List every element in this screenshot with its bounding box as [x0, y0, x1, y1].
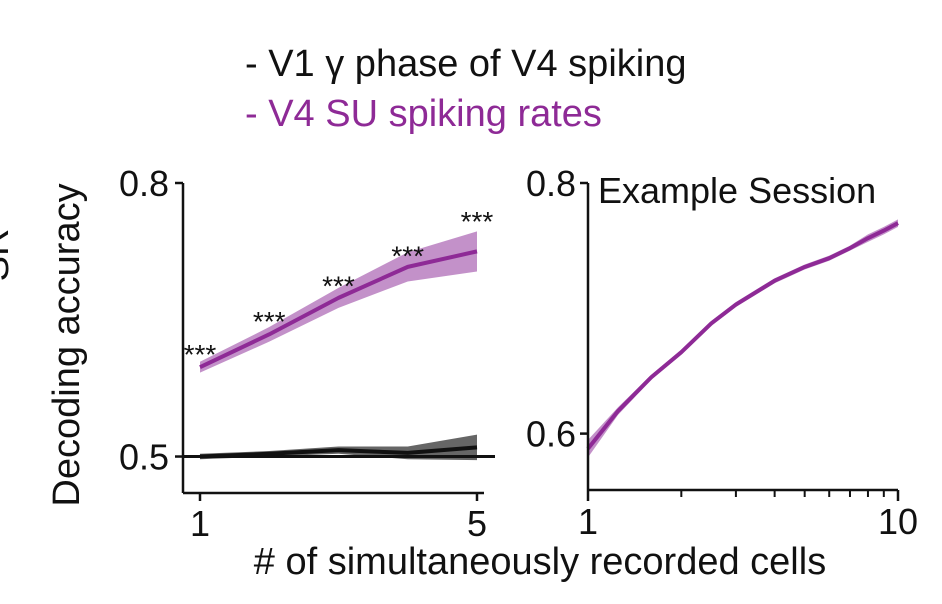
- y-tick-label: 0.5: [119, 437, 169, 478]
- x-tick-label: 1: [190, 503, 210, 544]
- significance-marker: ***: [322, 271, 355, 302]
- significance-marker: ***: [253, 306, 286, 337]
- legend-entry-v4-su-rates: - V4 SU spiking rates: [245, 93, 602, 135]
- x-axis-label: # of simultaneously recorded cells: [254, 541, 826, 583]
- x-tick-label: 10: [878, 501, 918, 542]
- error-band-v4-su-rates: [588, 219, 898, 458]
- significance-marker: ***: [391, 240, 424, 271]
- legend-entry-v1-gamma-phase: - V1 γ phase of V4 spiking: [245, 43, 686, 85]
- side-label: SR: [0, 229, 17, 282]
- x-tick-label: 5: [467, 503, 487, 544]
- right-panel-title: Example Session: [598, 170, 876, 211]
- left-panel: *** *** *** *** *** 0.5 0.8 1 5: [119, 163, 495, 544]
- y-tick-label: 0.8: [526, 163, 576, 204]
- y-tick-label: 0.6: [526, 414, 576, 455]
- y-axis-label: Decoding accuracy: [46, 183, 88, 506]
- significance-marker: ***: [461, 206, 494, 237]
- right-panel: Example Session 0.6 0.8 1 10: [526, 163, 918, 542]
- significance-marker: ***: [184, 339, 217, 370]
- x-tick-label: 1: [578, 501, 598, 542]
- y-tick-label: 0.8: [119, 163, 169, 204]
- error-band-v4-su-rates: [200, 231, 477, 373]
- series-line-v4-su-rates: [586, 221, 899, 450]
